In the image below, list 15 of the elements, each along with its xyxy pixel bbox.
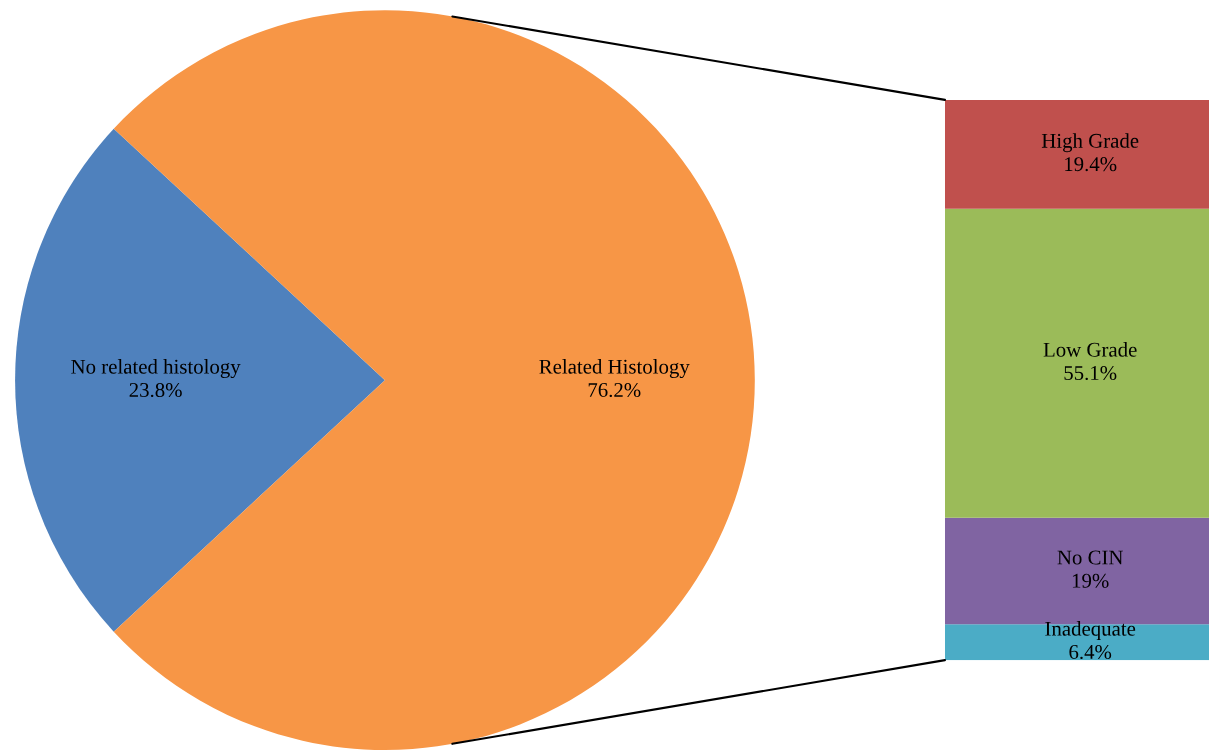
series-label: High Grade bbox=[1041, 133, 1139, 153]
data-label: 6.4% bbox=[1069, 644, 1112, 660]
bar bbox=[944, 99, 1209, 209]
data-label: 55.1% bbox=[1064, 365, 1117, 381]
slice-label: Related Histology bbox=[539, 359, 690, 379]
series-label: Inadequate bbox=[1045, 621, 1136, 641]
bar bbox=[944, 208, 1209, 518]
slice-label: No related histology bbox=[71, 359, 241, 379]
series-label: Low Grade bbox=[1043, 342, 1137, 357]
series-label: No CIN bbox=[1057, 550, 1123, 565]
data-label: 19.4% bbox=[1065, 157, 1117, 172]
data-label: 23.8% bbox=[129, 382, 182, 398]
data-label: 19% bbox=[1072, 573, 1109, 588]
pie-slice bbox=[15, 128, 385, 632]
data-label: 76.2% bbox=[588, 382, 641, 398]
